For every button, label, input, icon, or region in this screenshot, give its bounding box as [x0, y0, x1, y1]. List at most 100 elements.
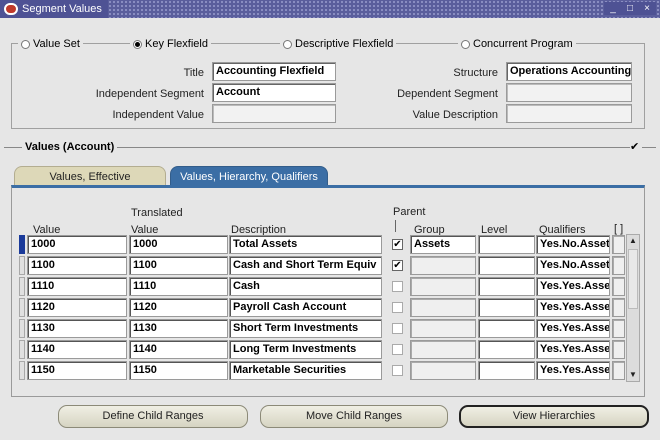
move-child-ranges-button[interactable]: Move Child Ranges	[260, 405, 448, 428]
value-cell[interactable]: 1000	[27, 235, 127, 254]
level-cell[interactable]	[478, 361, 535, 380]
radio-concurrent-program[interactable]: Concurrent Program	[458, 38, 576, 50]
row-selector[interactable]	[19, 361, 25, 380]
group-cell[interactable]: Assets	[410, 235, 476, 254]
parent-checkbox[interactable]	[392, 323, 403, 334]
value-cell[interactable]: 1110	[27, 277, 127, 296]
description-cell[interactable]: Payroll Cash Account	[229, 298, 382, 317]
parent-checkbox-checked[interactable]: ✔	[392, 260, 403, 271]
qualifiers-cell[interactable]: Yes.Yes.Asse	[536, 298, 610, 317]
parent-checkbox-checked[interactable]: ✔	[392, 239, 403, 250]
group-cell[interactable]	[410, 256, 476, 275]
qualifiers-cell[interactable]: Yes.Yes.Asse	[536, 277, 610, 296]
check-icon[interactable]: ✔	[630, 141, 642, 153]
extra-cell[interactable]	[612, 277, 625, 296]
radio-label: Descriptive Flexfield	[295, 38, 394, 50]
description-cell[interactable]: Long Term Investments	[229, 340, 382, 359]
level-cell[interactable]	[478, 319, 535, 338]
qualifiers-cell[interactable]: Yes.Yes.Asse	[536, 319, 610, 338]
group-cell[interactable]	[410, 277, 476, 296]
value-cell[interactable]: 1130	[27, 319, 127, 338]
close-icon[interactable]: ×	[644, 3, 650, 14]
value-description-label: Value Description	[412, 109, 498, 121]
level-cell[interactable]	[478, 298, 535, 317]
radio-descriptive-flexfield[interactable]: Descriptive Flexfield	[280, 38, 397, 50]
radio-value-set[interactable]: Value Set	[18, 38, 83, 50]
row-selector[interactable]	[19, 340, 25, 359]
qualifiers-cell[interactable]: Yes.No.Asset	[536, 235, 610, 254]
extra-cell[interactable]	[612, 235, 625, 254]
define-child-ranges-button[interactable]: Define Child Ranges	[58, 405, 248, 428]
translated-value-cell[interactable]: 1150	[129, 361, 228, 380]
description-cell[interactable]: Marketable Securities	[229, 361, 382, 380]
window-title: Segment Values	[22, 3, 102, 15]
group-cell[interactable]	[410, 298, 476, 317]
tab-values-effective[interactable]: Values, Effective	[14, 166, 166, 186]
qualifiers-cell[interactable]: Yes.No.Asset	[536, 256, 610, 275]
parent-checkbox[interactable]	[392, 365, 403, 376]
value-cell[interactable]: 1140	[27, 340, 127, 359]
translated-value-cell[interactable]: 1140	[129, 340, 228, 359]
structure-field[interactable]: Operations Accounting	[506, 62, 632, 81]
structure-label: Structure	[453, 67, 498, 79]
column-header-description: Description	[231, 224, 287, 236]
radio-unselected-icon	[461, 39, 470, 49]
column-header-value: Value	[33, 224, 61, 236]
level-cell[interactable]	[478, 256, 535, 275]
group-cell[interactable]	[410, 319, 476, 338]
vertical-scrollbar[interactable]: ▲ ▼	[626, 234, 640, 382]
description-cell[interactable]: Cash and Short Term Equiv	[229, 256, 382, 275]
section-divider	[4, 147, 656, 148]
group-cell[interactable]	[410, 340, 476, 359]
extra-cell[interactable]	[612, 340, 625, 359]
parent-checkbox[interactable]	[392, 302, 403, 313]
row-selector[interactable]	[19, 256, 25, 275]
maximize-icon[interactable]: □	[626, 3, 634, 14]
parent-checkbox[interactable]	[392, 281, 403, 292]
extra-cell[interactable]	[612, 298, 625, 317]
tab-values-hierarchy-qualifiers[interactable]: Values, Hierarchy, Qualifiers	[170, 166, 328, 186]
translated-value-cell[interactable]: 1130	[129, 319, 228, 338]
radio-key-flexfield[interactable]: Key Flexfield	[130, 38, 211, 50]
row-selector[interactable]	[19, 235, 25, 254]
group-cell[interactable]	[410, 361, 476, 380]
extra-cell[interactable]	[612, 256, 625, 275]
independent-segment-field[interactable]: Account	[212, 83, 336, 102]
dependent-segment-field[interactable]	[506, 83, 632, 102]
description-cell[interactable]: Cash	[229, 277, 382, 296]
value-cell[interactable]: 1120	[27, 298, 127, 317]
column-header-parent: Parent	[393, 206, 426, 218]
translated-value-cell[interactable]: 1100	[129, 256, 228, 275]
translated-value-cell[interactable]: 1000	[129, 235, 228, 254]
qualifiers-cell[interactable]: Yes.Yes.Asse	[536, 340, 610, 359]
title-field[interactable]: Accounting Flexfield	[212, 62, 336, 81]
parent-checkbox[interactable]	[392, 344, 403, 355]
radio-label: Key Flexfield	[145, 38, 208, 50]
description-cell[interactable]: Short Term Investments	[229, 319, 382, 338]
column-header-translated-value: Value	[131, 224, 159, 236]
column-header-extra: [ ]	[614, 223, 624, 235]
translated-value-cell[interactable]: 1120	[129, 298, 228, 317]
scroll-up-icon[interactable]: ▲	[629, 236, 637, 245]
translated-value-cell[interactable]: 1110	[129, 277, 228, 296]
extra-cell[interactable]	[612, 319, 625, 338]
independent-value-field[interactable]	[212, 104, 336, 123]
scroll-down-icon[interactable]: ▼	[629, 370, 637, 379]
row-selector[interactable]	[19, 319, 25, 338]
title-bar[interactable]: Segment Values _ □ ×	[0, 0, 660, 18]
qualifiers-cell[interactable]: Yes.Yes.Asse	[536, 361, 610, 380]
row-selector[interactable]	[19, 277, 25, 296]
level-cell[interactable]	[478, 235, 535, 254]
row-selector[interactable]	[19, 298, 25, 317]
value-description-field[interactable]	[506, 104, 632, 123]
value-cell[interactable]: 1150	[27, 361, 127, 380]
value-cell[interactable]: 1100	[27, 256, 127, 275]
minimize-icon[interactable]: _	[610, 3, 616, 14]
level-cell[interactable]	[478, 340, 535, 359]
window-controls: _ □ ×	[604, 2, 656, 15]
level-cell[interactable]	[478, 277, 535, 296]
extra-cell[interactable]	[612, 361, 625, 380]
scroll-thumb[interactable]	[628, 249, 638, 309]
view-hierarchies-button[interactable]: View Hierarchies	[459, 405, 649, 428]
description-cell[interactable]: Total Assets	[229, 235, 382, 254]
